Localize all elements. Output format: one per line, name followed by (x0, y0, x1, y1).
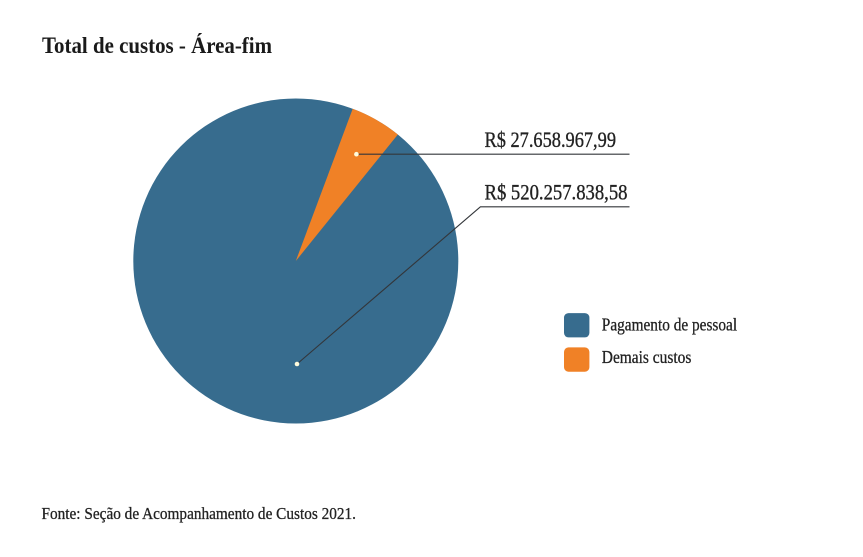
svg-text:R$ 520.257.838,58: R$ 520.257.838,58 (485, 179, 628, 204)
svg-text:Demais custos: Demais custos (602, 347, 692, 367)
svg-text:Total de custos - Área-fim: Total de custos - Área-fim (42, 33, 272, 58)
svg-text:Fonte: Seção de Acompanhamento: Fonte: Seção de Acompanhamento de Custos… (42, 504, 357, 523)
svg-text:R$ 27.658.967,99: R$ 27.658.967,99 (485, 127, 617, 152)
svg-text:Pagamento de pessoal: Pagamento de pessoal (602, 315, 737, 335)
